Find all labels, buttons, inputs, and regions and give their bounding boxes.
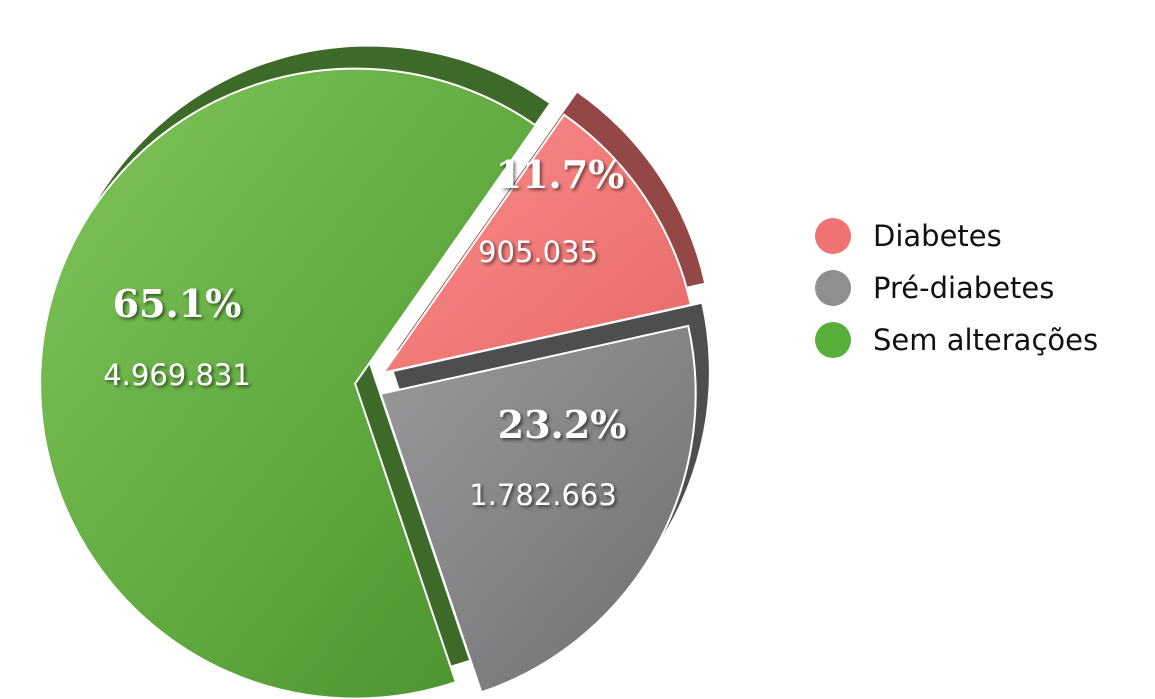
legend-item-pre-diabetes: Pré-diabetes bbox=[815, 262, 1150, 314]
legend-label-sem-alteracoes: Sem alterações bbox=[873, 323, 1099, 357]
legend-swatch-sem-alteracoes bbox=[815, 322, 851, 358]
pie-slice-diabetes bbox=[381, 113, 693, 375]
pie-slice-pre-diabetes bbox=[379, 324, 697, 694]
slice-value-label-diabetes: 905.035 bbox=[478, 235, 598, 269]
legend-item-sem-alteracoes: Sem alterações bbox=[815, 314, 1150, 366]
legend-swatch-diabetes bbox=[815, 218, 851, 254]
slice-percent-label-diabetes: 11.7% bbox=[496, 152, 625, 197]
slice-percent-label-sem-alteracoes: 65.1% bbox=[113, 281, 242, 326]
legend-label-pre-diabetes: Pré-diabetes bbox=[873, 271, 1055, 305]
legend-swatch-pre-diabetes bbox=[815, 270, 851, 306]
slice-value-label-sem-alteracoes: 4.969.831 bbox=[103, 358, 251, 392]
pie-slice-sem-alteracoes bbox=[39, 67, 538, 699]
slice-percent-label-pre-diabetes: 23.2% bbox=[498, 402, 627, 447]
legend-item-diabetes: Diabetes bbox=[815, 210, 1150, 262]
chart-legend: Diabetes Pré-diabetes Sem alterações bbox=[815, 210, 1150, 366]
legend-label-diabetes: Diabetes bbox=[873, 219, 1002, 253]
slice-value-label-pre-diabetes: 1.782.663 bbox=[469, 478, 617, 512]
